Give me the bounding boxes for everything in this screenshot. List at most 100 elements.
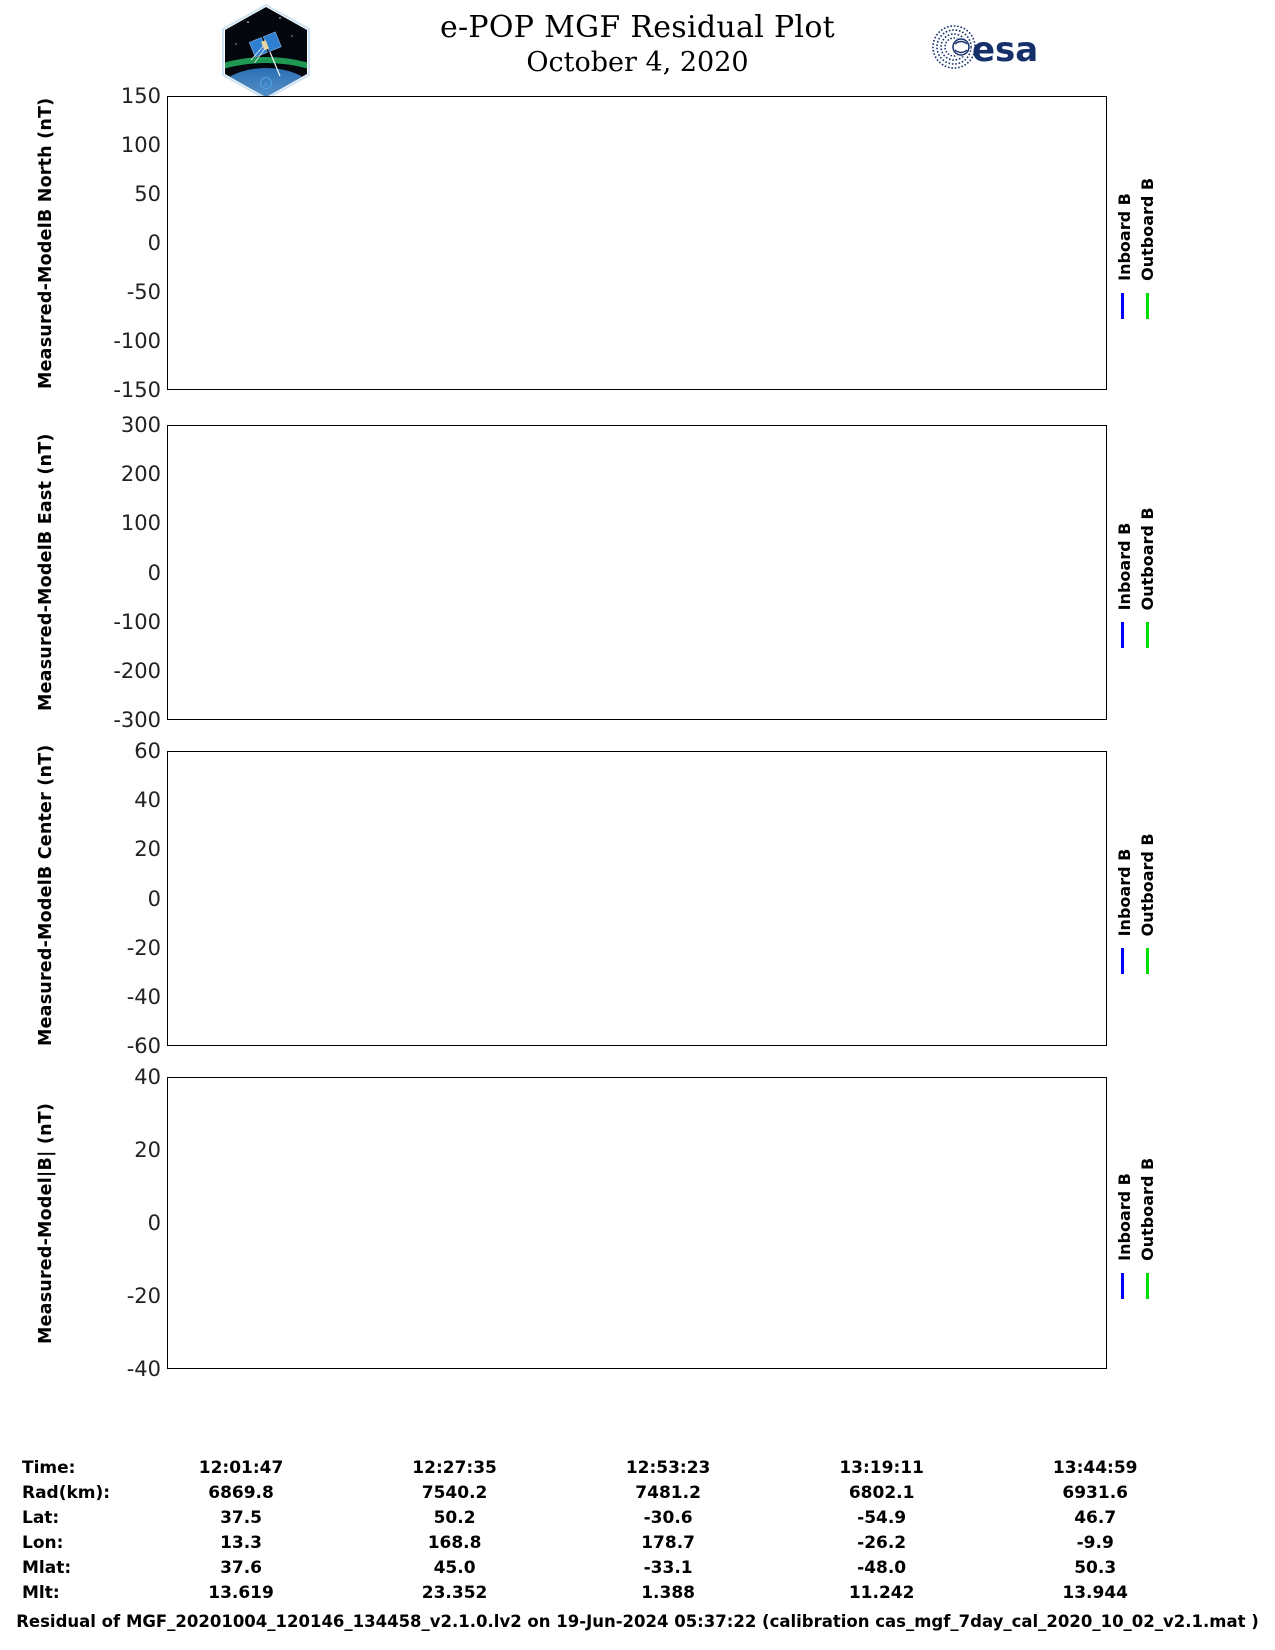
y-axis-ticks-panel-0: 150 100 50 0 -50 -100 -150 (113, 84, 161, 402)
y-tick-label: 40 (134, 788, 161, 813)
y-tick-label: 100 (120, 511, 161, 536)
row-value: 37.5 (220, 1507, 263, 1528)
y-tick-label: 100 (120, 133, 161, 157)
row-label: Lon: (22, 1532, 64, 1553)
plot-panel-b-east (167, 425, 1107, 720)
y-tick-label: -40 (126, 1357, 161, 1381)
row-value: 12:01:47 (198, 1457, 284, 1478)
row-value: -30.6 (643, 1507, 693, 1528)
y-axis-label-line1: Measured-Model (36, 879, 56, 1046)
y-tick-label: -100 (113, 609, 161, 634)
legend-label-inboard: Inboard B (1115, 193, 1134, 281)
plot-frame-b-center (167, 751, 1107, 1046)
legend-label-inboard: Inboard B (1115, 1173, 1134, 1261)
legend-panel-3: Inboard B Outboard B (1115, 1109, 1215, 1361)
row-value: -9.9 (1076, 1532, 1114, 1553)
y-tick-label: 0 (147, 886, 161, 911)
table-row: Lat: 37.5 50.2 -30.6 -54.9 46.7 (22, 1505, 1202, 1530)
y-tick-label: 150 (120, 84, 161, 108)
y-tick-label: -200 (113, 658, 161, 683)
plot-frame-b-east (167, 425, 1107, 720)
ephemeris-table: Time: 12:01:47 12:27:35 12:53:23 13:19:11 13:… (0, 1455, 1275, 1605)
y-tick-label: -20 (126, 935, 161, 960)
row-value: 50.3 (1074, 1557, 1117, 1578)
legend-key-inboard (1121, 622, 1124, 649)
row-value: 7540.2 (421, 1482, 488, 1503)
table-row: Mlt: 13.619 23.352 1.388 11.242 13.944 (22, 1580, 1202, 1605)
legend-label-outboard: Outboard B (1138, 1157, 1157, 1261)
y-tick-label: 60 (134, 739, 161, 763)
row-value: 13.3 (220, 1532, 263, 1553)
table-row: Time: 12:01:47 12:27:35 12:53:23 13:19:11 13:… (22, 1455, 1202, 1480)
row-value: 168.8 (427, 1532, 482, 1553)
legend-key-outboard (1146, 292, 1149, 319)
plot-panel-b-center (167, 751, 1107, 1046)
y-tick-label: -150 (113, 378, 161, 402)
y-tick-label: -100 (113, 329, 161, 353)
plot-panel-b-north (167, 96, 1107, 390)
row-label: Time: (22, 1457, 76, 1478)
plot-frame-b-magnitude (167, 1077, 1107, 1369)
legend-panel-2: Inboard B Outboard B (1115, 783, 1215, 1038)
esa-logo-icon: esa (928, 22, 1044, 72)
row-value: 13:44:59 (1052, 1457, 1138, 1478)
y-tick-label: 20 (134, 837, 161, 862)
esa-logo-text: esa (972, 30, 1038, 70)
legend-key-outboard (1146, 948, 1149, 975)
y-tick-label: -20 (126, 1284, 161, 1308)
y-tick-label: 50 (134, 182, 161, 206)
page-title: e-POP MGF Residual Plot (439, 10, 836, 45)
y-axis-label-line1: Measured-Model (36, 544, 56, 712)
y-axis-ticks-panel-2: 60 40 20 0 -20 -40 -60 (115, 739, 161, 1058)
plot-frame-b-north (167, 96, 1107, 390)
row-label: Mlat: (22, 1557, 72, 1578)
row-value: 46.7 (1074, 1507, 1117, 1528)
y-axis-label-panel-3: Measured-Model|B| (nT) (36, 1077, 56, 1369)
mission-patch-label: CASSIOPE (250, 90, 282, 96)
row-value: 13.944 (1062, 1582, 1128, 1603)
y-tick-label: -300 (113, 708, 161, 732)
legend-label-outboard: Outboard B (1138, 507, 1157, 611)
table-row: Rad(km): 6869.8 7540.2 7481.2 6802.1 6931.6 (22, 1480, 1202, 1505)
row-value: -26.2 (857, 1532, 907, 1553)
y-tick-label: 40 (134, 1065, 161, 1089)
y-tick-label: 200 (120, 462, 161, 487)
y-axis-label-line1: Measured-Model (36, 221, 56, 389)
y-axis-label-line1: Measured-Model (36, 1176, 56, 1344)
y-tick-label: 300 (120, 413, 161, 437)
row-value: 178.7 (641, 1532, 695, 1553)
y-axis-label-panel-1: Measured-ModelB East (nT) (36, 425, 56, 720)
row-value: 23.352 (421, 1582, 488, 1603)
table-row: Lon: 13.3 168.8 178.7 -26.2 -9.9 (22, 1530, 1202, 1555)
y-axis-label-panel-0: Measured-ModelB North (nT) (36, 96, 56, 390)
legend-key-outboard (1146, 622, 1149, 649)
row-value: 12:53:23 (625, 1457, 711, 1478)
y-tick-label: 0 (147, 1211, 161, 1235)
row-value: 13.619 (208, 1582, 274, 1603)
row-value: -33.1 (643, 1557, 693, 1578)
row-value: 7481.2 (635, 1482, 701, 1503)
y-tick-label: 20 (134, 1138, 161, 1162)
legend-key-inboard (1121, 948, 1124, 975)
legend-key-inboard (1121, 292, 1124, 319)
legend-key-inboard (1121, 1272, 1124, 1299)
page-subtitle: October 4, 2020 (526, 47, 749, 78)
page-header: e CASSIOPE e-POP MGF Residual Plot Octob… (0, 0, 1275, 101)
legend-label-inboard: Inboard B (1115, 522, 1134, 611)
row-value: 45.0 (433, 1557, 476, 1578)
row-value: 6931.6 (1062, 1482, 1128, 1503)
svg-text:e: e (264, 81, 268, 88)
row-label: Mlt: (22, 1582, 60, 1603)
plot-panel-b-magnitude (167, 1077, 1107, 1369)
row-label: Rad(km): (22, 1482, 111, 1503)
row-value: 50.2 (433, 1507, 476, 1528)
legend-label-inboard: Inboard B (1115, 848, 1134, 937)
y-tick-label: 0 (147, 231, 161, 255)
footer-note: Residual of MGF_20201004_120146_134458_v… (16, 1612, 1259, 1631)
legend-panel-1: Inboard B Outboard B (1115, 457, 1215, 712)
legend-label-outboard: Outboard B (1138, 833, 1157, 937)
row-value: 12:27:35 (412, 1457, 497, 1478)
y-axis-ticks-panel-3: 40 20 0 -20 -40 (115, 1065, 161, 1381)
legend-key-outboard (1146, 1272, 1149, 1299)
y-tick-label: 0 (147, 560, 161, 585)
